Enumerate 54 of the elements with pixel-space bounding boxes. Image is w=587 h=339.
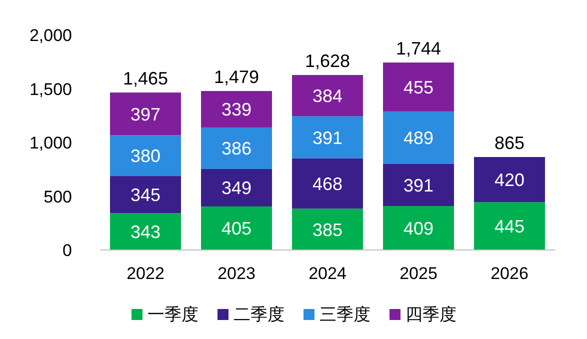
bar [383, 164, 454, 206]
legend-label: 一季度 [148, 305, 198, 324]
bar [383, 206, 454, 250]
legend-label: 四季度 [406, 305, 456, 324]
y-tick-label: 1,000 [29, 134, 72, 152]
bar [383, 111, 454, 164]
data-label: 405 [221, 218, 252, 239]
bar [201, 168, 272, 206]
bar [110, 135, 181, 176]
total-label: 1,479 [214, 67, 260, 88]
bar [383, 62, 454, 112]
x-tick-label: 2023 [218, 264, 256, 283]
bar [201, 206, 272, 250]
y-tick-label: 2,000 [29, 26, 72, 45]
bar [110, 176, 181, 214]
total-label: 1,744 [396, 38, 442, 59]
y-tick-label: 0 [62, 241, 72, 260]
total-label: 1,465 [122, 68, 168, 89]
data-label: 445 [494, 216, 525, 237]
x-tick-label: 2022 [126, 264, 164, 283]
data-label: 391 [312, 128, 343, 148]
data-label: 489 [403, 128, 434, 148]
total-label: 865 [494, 133, 525, 154]
bar [292, 116, 363, 158]
x-tick-label: 2025 [400, 264, 438, 283]
data-label: 385 [312, 220, 343, 240]
data-label: 349 [221, 178, 252, 198]
bar [201, 127, 272, 169]
bar [292, 74, 363, 116]
bar [292, 208, 363, 250]
data-label: 409 [403, 218, 434, 239]
bar [292, 158, 363, 209]
一季度: 343 405 385 409 445 [110, 202, 545, 250]
data-label: 343 [130, 222, 161, 242]
data-label: 339 [221, 100, 252, 120]
data-label: 455 [403, 77, 434, 98]
y-tick-label: 500 [44, 187, 72, 206]
total-label: 1,628 [304, 50, 350, 71]
x-tick-label: 2024 [308, 264, 346, 283]
legend-label: 二季度 [234, 305, 284, 324]
bar [201, 91, 272, 128]
y-tick-label: 1,500 [29, 80, 72, 99]
data-label: 386 [221, 138, 252, 159]
bar [474, 157, 545, 202]
legend-label: 三季度 [320, 305, 370, 324]
bar [110, 213, 181, 250]
data-label: 468 [312, 174, 343, 194]
x-tick-label: 2026 [490, 264, 528, 283]
data-label: 391 [403, 176, 434, 196]
data-label: 397 [130, 104, 161, 124]
bar [110, 92, 181, 136]
data-label: 384 [312, 86, 343, 106]
data-label: 420 [494, 170, 525, 190]
bar [474, 202, 545, 250]
